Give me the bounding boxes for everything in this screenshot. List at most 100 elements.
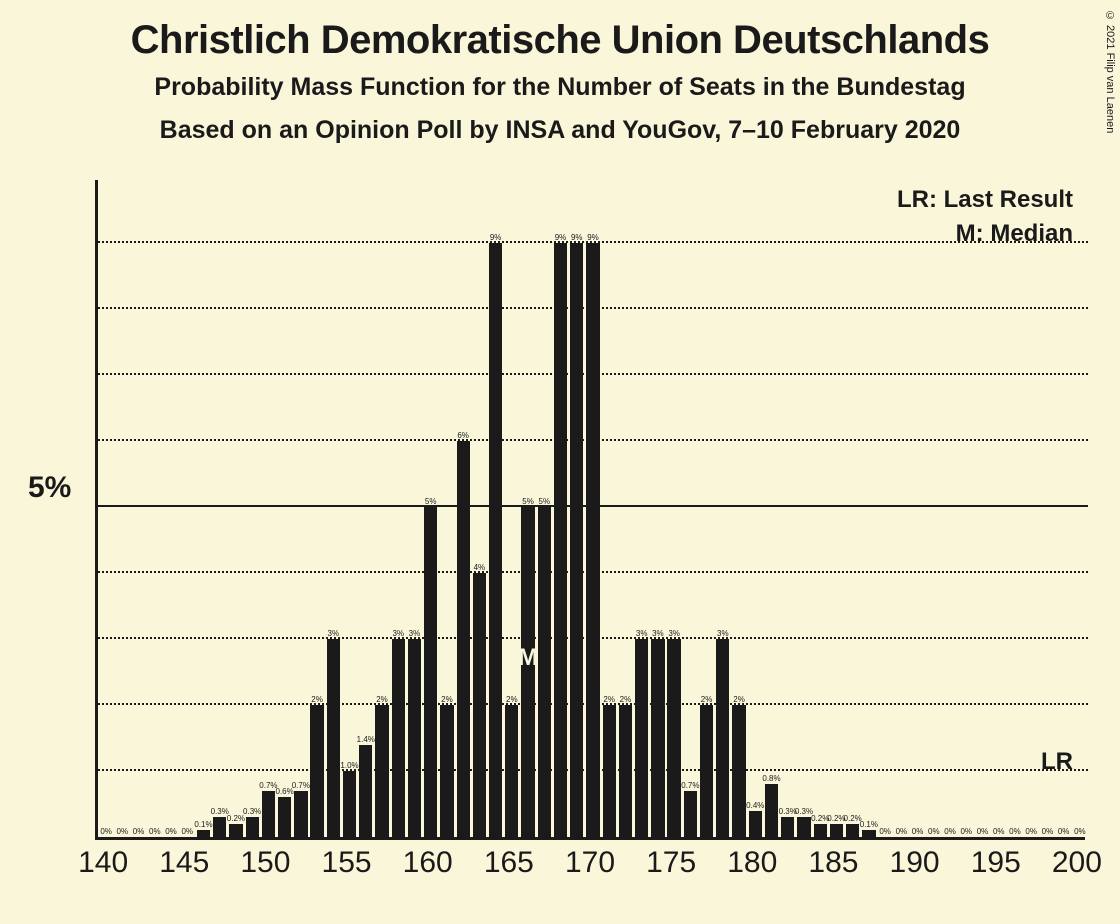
bar-value-label: 3% [409,629,421,638]
x-tick-label: 165 [484,846,534,880]
bar: 1.0% [343,771,356,837]
bar: 5% [538,507,551,837]
bar: 6% [457,441,470,837]
bar: 9% [586,243,599,837]
bar-value-label: 9% [587,233,599,242]
x-tick-label: 150 [240,846,290,880]
legend-median: M: Median [956,220,1073,248]
bar-value-label: 9% [571,233,583,242]
x-tick-label: 195 [971,846,1021,880]
x-tick-label: 175 [646,846,696,880]
bar-value-label: 0% [100,827,112,836]
bar-value-label: 0% [960,827,972,836]
bar-value-label: 2% [733,695,745,704]
bar-value-label: 3% [328,629,340,638]
bar: 2% [375,705,388,837]
bar: 4% [473,573,486,837]
bar: 0.4% [749,811,762,837]
bar-value-label: 0% [165,827,177,836]
bar-value-label: 3% [668,629,680,638]
bar: 0.7% [294,791,307,837]
bar-value-label: 2% [620,695,632,704]
bar-value-label: 3% [636,629,648,638]
bar-value-label: 2% [441,695,453,704]
x-tick-label: 160 [403,846,453,880]
bar: 0.1% [862,830,875,837]
bar-value-label: 2% [603,695,615,704]
bar: 0.1% [197,830,210,837]
y-axis-label: 5% [28,471,71,505]
bar: 2% [310,705,323,837]
bar-value-label: 0% [977,827,989,836]
chart-area: LR: Last Result M: Median 5% 0% 0% 0% 0% 0% 0%… [95,180,1085,840]
bar: 2% [732,705,745,837]
bar-value-label: 0.3% [243,807,261,816]
bar-value-label: 0% [1058,827,1070,836]
bar-value-label: 5% [539,497,551,506]
bar: 0.3% [781,817,794,837]
bar-value-label: 9% [490,233,502,242]
bar-value-label: 3% [652,629,664,638]
bar: 3% [635,639,648,837]
bar: 5% [424,507,437,837]
bar: 2% [603,705,616,837]
x-tick-label: 190 [890,846,940,880]
bar-value-label: 0.8% [762,774,780,783]
x-tick-label: 155 [322,846,372,880]
bar-value-label: 0% [912,827,924,836]
bar: 0.7% [262,791,275,837]
x-tick-label: 140 [78,846,128,880]
bar: 3% [408,639,421,837]
bar: 2% [700,705,713,837]
plot-region: LR: Last Result M: Median 5% 0% 0% 0% 0% 0% 0%… [95,180,1085,840]
bar-value-label: 0.4% [746,801,764,810]
bar: 0.3% [246,817,259,837]
bar: 3% [667,639,680,837]
bar: 2% [505,705,518,837]
bar-value-label: 0.1% [860,820,878,829]
x-axis-ticks: 140145150155160165170175180185190195200 [95,846,1085,896]
bar-value-label: 6% [457,431,469,440]
bar-value-label: 0% [879,827,891,836]
median-marker: M [518,644,538,672]
title-block: Christlich Demokratische Union Deutschla… [0,0,1120,145]
x-tick-label: 170 [565,846,615,880]
legend-last-result: LR: Last Result [897,186,1073,214]
bar-value-label: 2% [701,695,713,704]
bar-value-label: 0.7% [681,781,699,790]
bar: 0.2% [229,824,242,837]
bar-value-label: 3% [392,629,404,638]
bar: 2% [619,705,632,837]
bar: 0.2% [814,824,827,837]
bar: 0.7% [684,791,697,837]
bar-value-label: 3% [717,629,729,638]
x-tick-label: 200 [1052,846,1102,880]
chart-subtitle-1: Probability Mass Function for the Number… [0,73,1120,102]
bar: 3% [392,639,405,837]
lr-marker: LR [1041,748,1073,776]
bar-value-label: 0% [1009,827,1021,836]
bar: 0.2% [830,824,843,837]
bar-value-label: 0% [993,827,1005,836]
bar: 3% [716,639,729,837]
bar-value-label: 9% [555,233,567,242]
bar-value-label: 0% [928,827,940,836]
bar-value-label: 0.7% [292,781,310,790]
bar-value-label: 2% [311,695,323,704]
chart-subtitle-2: Based on an Opinion Poll by INSA and You… [0,116,1120,145]
bar-value-label: 0% [944,827,956,836]
bar: 3% [651,639,664,837]
bar-value-label: 0% [1042,827,1054,836]
bar: 0.6% [278,797,291,837]
bar-value-label: 0% [1074,827,1086,836]
bar-value-label: 4% [474,563,486,572]
x-tick-label: 145 [159,846,209,880]
bar: 9% [489,243,502,837]
bar: 5% [521,507,534,837]
bar-value-label: 0% [896,827,908,836]
copyright-text: © 2021 Filip van Laenen [1104,10,1116,133]
bar: 1.4% [359,745,372,837]
x-tick-label: 185 [808,846,858,880]
bar: 0.3% [797,817,810,837]
bar-value-label: 1.0% [340,761,358,770]
